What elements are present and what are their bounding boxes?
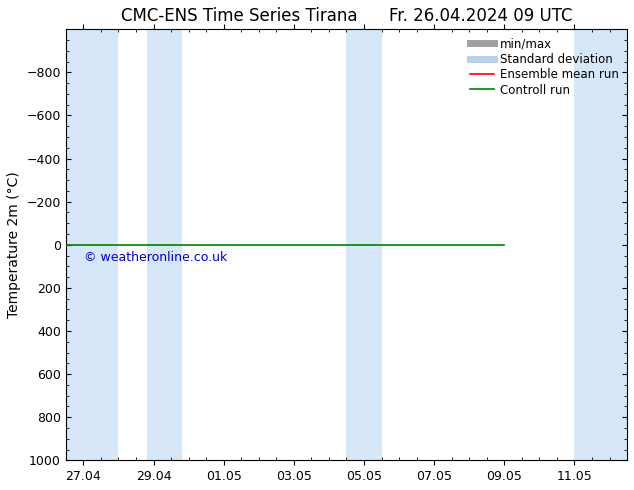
Bar: [574, 29, 627, 460]
Bar: [66, 29, 119, 460]
Title: CMC-ENS Time Series Tirana      Fr. 26.04.2024 09 UTC: CMC-ENS Time Series Tirana Fr. 26.04.202…: [120, 7, 573, 25]
Y-axis label: Temperature 2m (°C): Temperature 2m (°C): [7, 172, 21, 318]
Legend: min/max, Standard deviation, Ensemble mean run, Controll run: min/max, Standard deviation, Ensemble me…: [468, 35, 621, 99]
Text: © weatheronline.co.uk: © weatheronline.co.uk: [84, 251, 228, 264]
Bar: [346, 29, 382, 460]
Bar: [146, 29, 181, 460]
